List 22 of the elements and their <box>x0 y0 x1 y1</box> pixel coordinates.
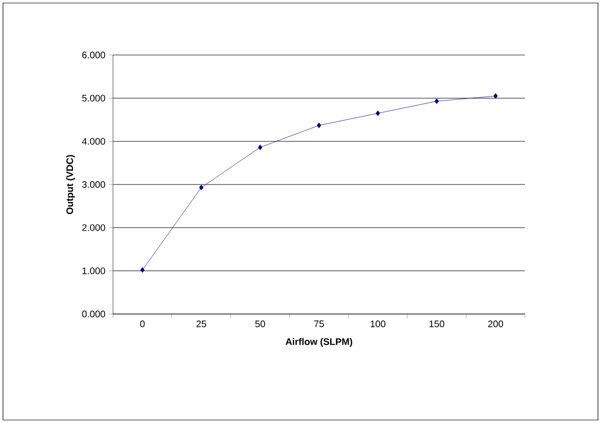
y-tick-label: 1.000 <box>82 267 106 274</box>
y-tick-label: 0.000 <box>82 310 106 318</box>
y-tick-label: 3.000 <box>82 181 106 188</box>
x-tick-label: 75 <box>314 320 324 328</box>
x-tick-label: 200 <box>488 320 504 328</box>
point <box>199 184 204 190</box>
point <box>140 267 145 273</box>
point <box>316 122 322 128</box>
point <box>493 93 498 99</box>
point <box>258 144 262 150</box>
x-tick-label: 50 <box>255 320 266 328</box>
x-axis-title: Airflow (SLPM) <box>286 338 352 347</box>
y-tick-label: 4.000 <box>82 138 106 145</box>
point <box>434 98 439 104</box>
y-axis-title: Output (VDC) <box>66 155 75 214</box>
x-tick-label: 25 <box>196 320 206 328</box>
y-tick-label: 2.000 <box>82 224 106 232</box>
x-tick-label: 150 <box>430 320 444 328</box>
x-tick-label: 100 <box>370 320 386 328</box>
y-tick-label: 5.000 <box>82 94 106 102</box>
x-tick-label: 0 <box>140 320 145 328</box>
y-tick-label: 6.000 <box>82 52 106 58</box>
